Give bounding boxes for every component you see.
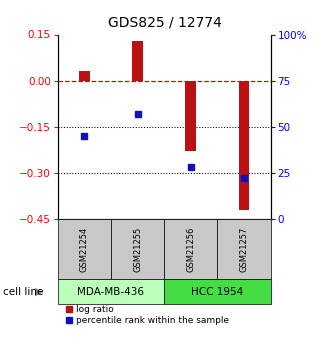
Text: HCC 1954: HCC 1954 xyxy=(191,287,244,297)
Text: MDA-MB-436: MDA-MB-436 xyxy=(78,287,145,297)
Bar xyxy=(185,81,196,151)
Bar xyxy=(239,81,249,210)
Text: GSM21254: GSM21254 xyxy=(80,227,89,272)
Text: GSM21255: GSM21255 xyxy=(133,227,142,272)
Text: cell line: cell line xyxy=(3,287,44,297)
Text: GSM21256: GSM21256 xyxy=(186,227,195,272)
Legend: log ratio, percentile rank within the sample: log ratio, percentile rank within the sa… xyxy=(62,301,233,329)
Bar xyxy=(132,41,143,81)
Text: GSM21257: GSM21257 xyxy=(240,227,248,272)
Text: GDS825 / 12774: GDS825 / 12774 xyxy=(108,16,222,30)
Bar xyxy=(79,71,90,81)
Text: ▶: ▶ xyxy=(35,287,44,297)
